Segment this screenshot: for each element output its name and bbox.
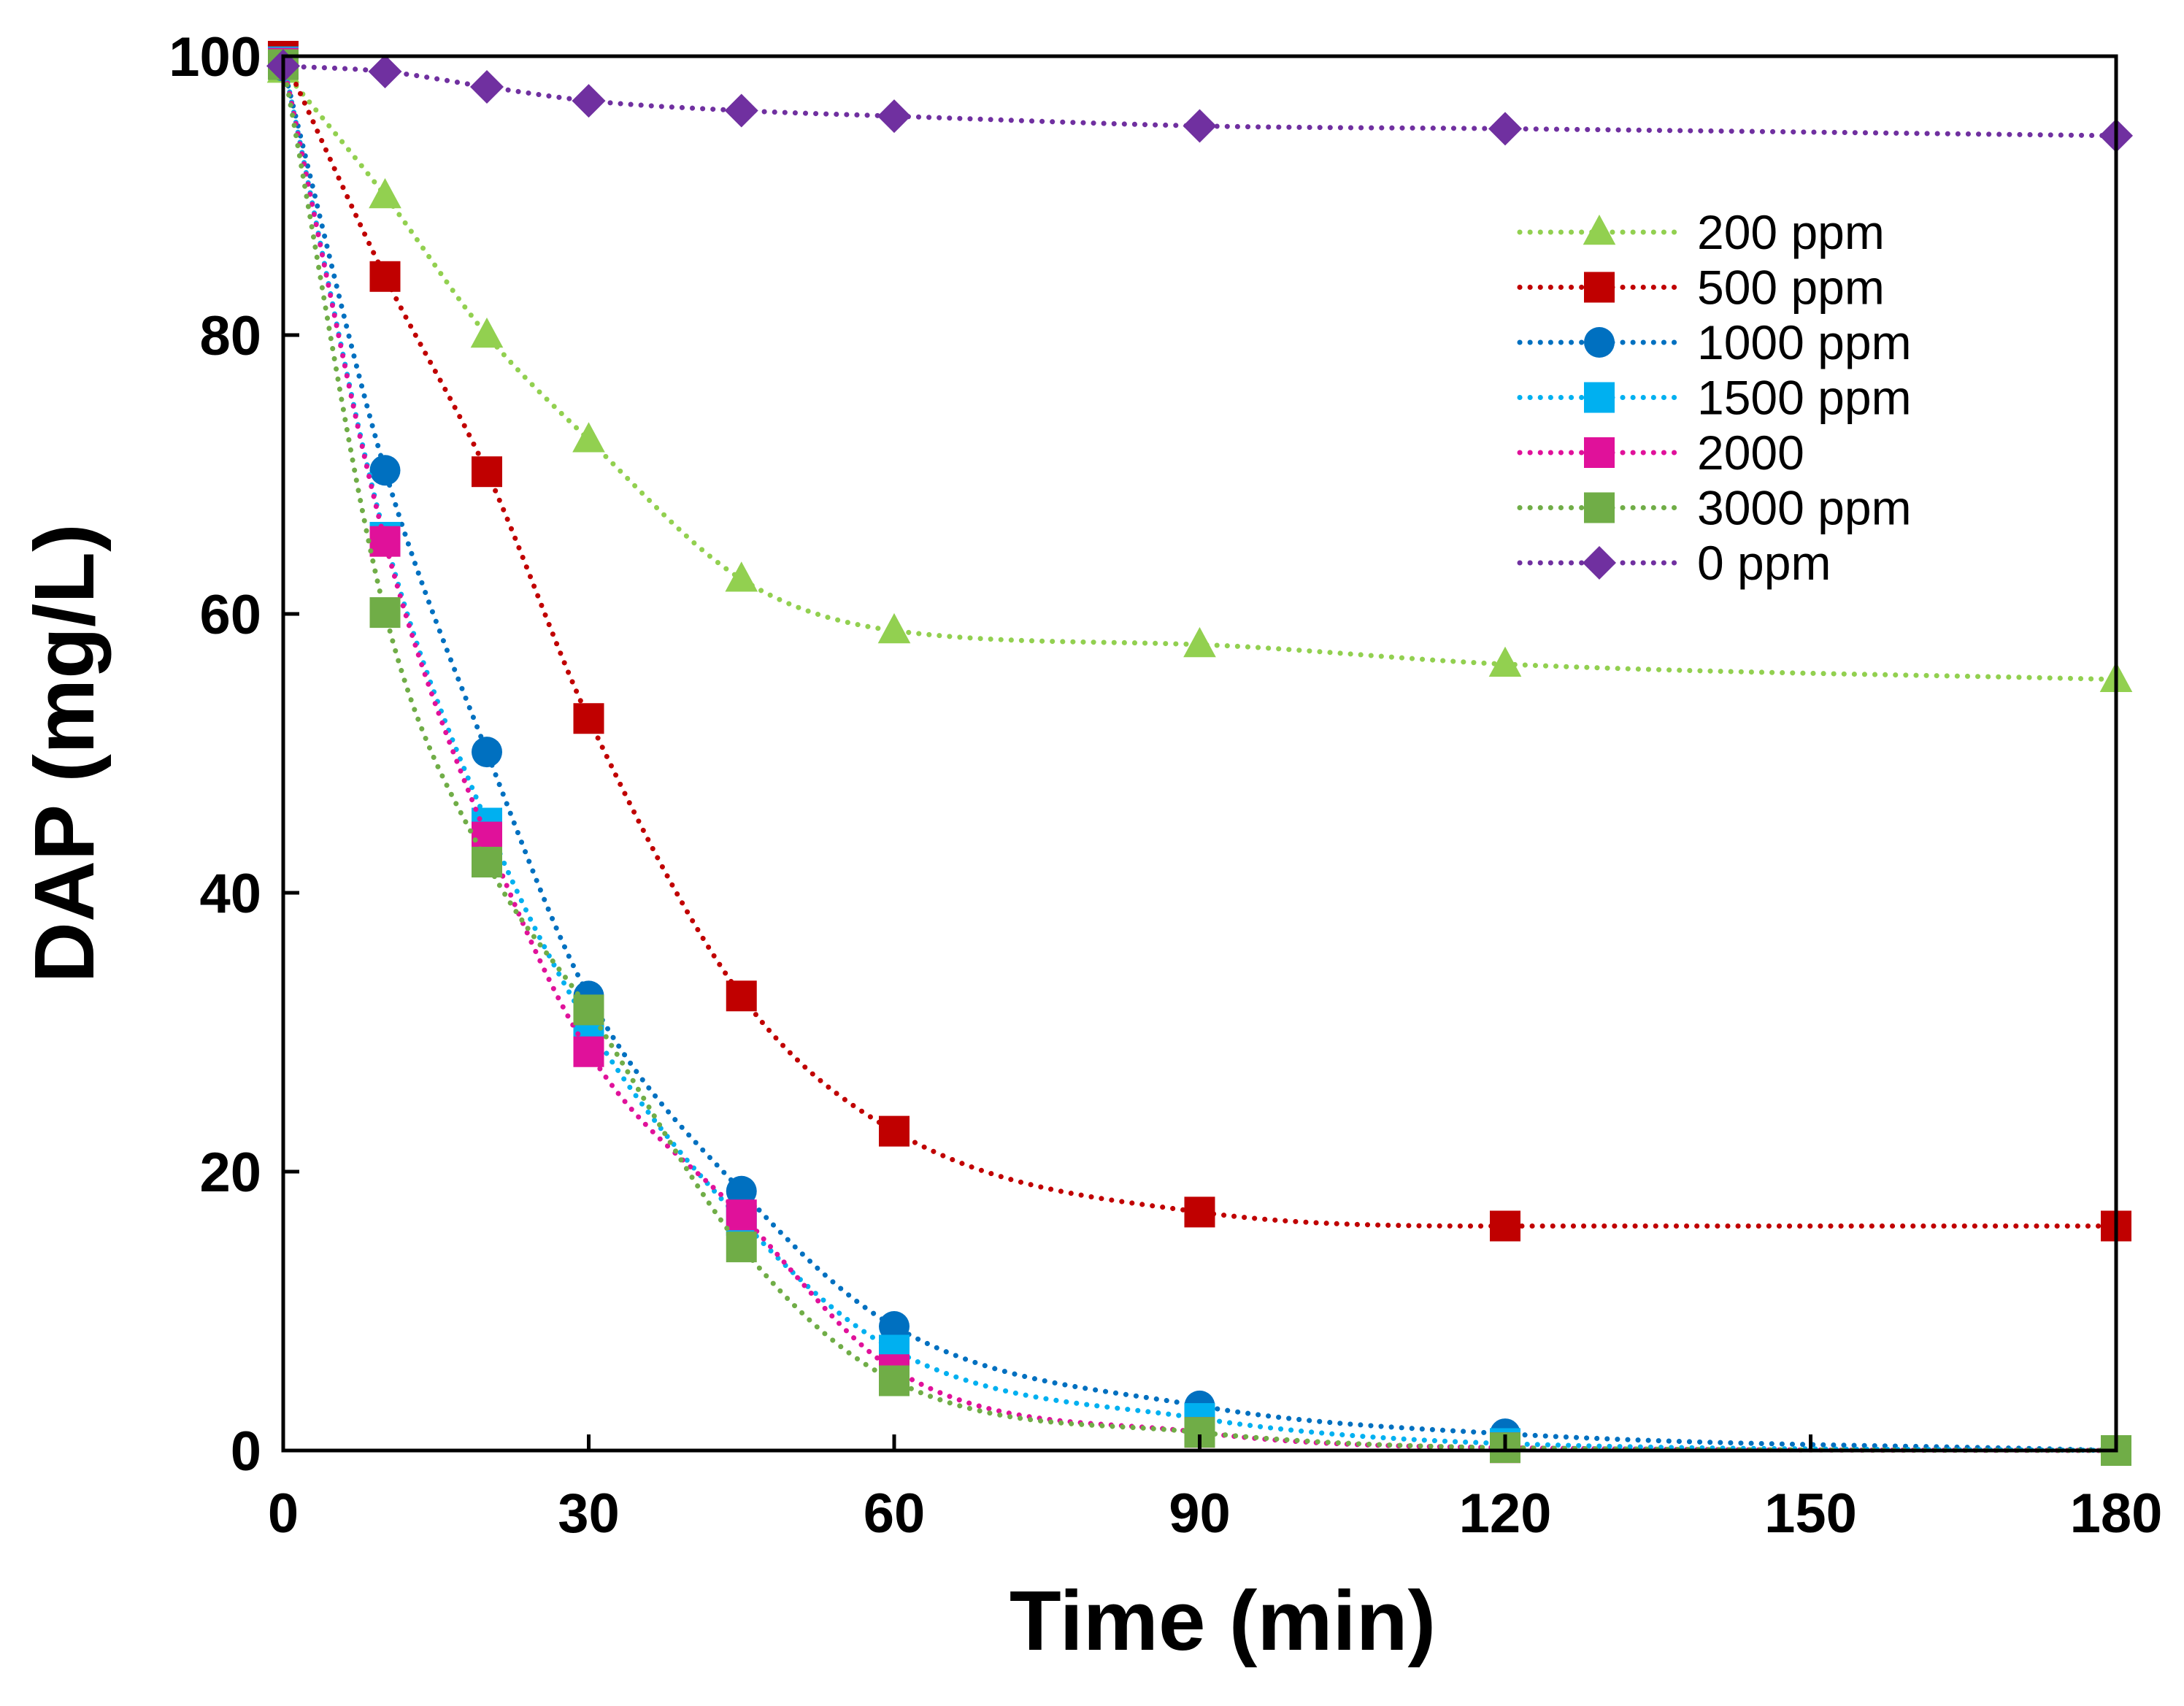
y-tick-label: 80 (199, 305, 261, 367)
y-tick-label: 0 (231, 1421, 261, 1483)
legend-label: 1000 ppm (1697, 315, 1912, 369)
data-point-3000-ppm (472, 846, 502, 877)
data-point-0-ppm (470, 70, 504, 104)
legend-label: 0 ppm (1697, 536, 1831, 590)
data-point-500-ppm (879, 1115, 910, 1147)
legend-marker (1584, 272, 1615, 303)
legend-marker (1584, 327, 1615, 358)
legend-marker (1583, 215, 1616, 245)
data-point-200-ppm (572, 422, 605, 453)
x-tick-label: 30 (558, 1483, 620, 1545)
data-point-1000-ppm (726, 1175, 757, 1207)
data-point-200-ppm (1183, 627, 1216, 658)
legend-label: 500 ppm (1697, 261, 1885, 315)
data-point-0-ppm (368, 55, 402, 89)
data-point-200-ppm (369, 178, 401, 209)
x-tick-label: 120 (1459, 1483, 1552, 1545)
legend-item-1500-ppm: 1500 ppm (1517, 371, 1912, 425)
data-point-500-ppm (1184, 1196, 1215, 1228)
data-point-0-ppm (724, 93, 758, 128)
data-point-200-ppm (1488, 646, 1522, 677)
legend-item-200-ppm: 200 ppm (1517, 205, 1885, 259)
data-point-2000 (573, 1036, 604, 1067)
legend-item-0-ppm: 0 ppm (1517, 536, 1831, 590)
series-line-200-ppm (280, 67, 2119, 683)
data-point-3000-ppm (879, 1365, 910, 1396)
legend-marker (1584, 492, 1615, 523)
data-point-0-ppm (1488, 112, 1522, 146)
series-line-0-ppm (280, 63, 2119, 139)
axes-layer: 0 30 60 90 120 150 180 0 20 40 60 80 100 (169, 26, 2162, 1545)
legend-marker (1584, 437, 1615, 468)
legend-marker (1584, 382, 1615, 413)
data-point-500-ppm (1490, 1210, 1520, 1242)
data-point-500-ppm (369, 261, 401, 292)
x-axis-title: Time (min) (1010, 1573, 1436, 1668)
y-axis-title: DAP (mg/L) (17, 523, 112, 983)
legend-label: 200 ppm (1697, 205, 1885, 259)
data-point-200-ppm (725, 561, 758, 592)
data-point-2000 (369, 526, 401, 557)
data-point-500-ppm (726, 980, 757, 1012)
y-tick-label: 40 (199, 863, 261, 925)
data-point-0-ppm (572, 84, 606, 118)
y-tick-label: 60 (199, 584, 261, 646)
series-line-2000 (280, 61, 2119, 1453)
data-point-200-ppm (470, 318, 504, 348)
data-point-200-ppm (877, 612, 911, 644)
legend-marker (1583, 546, 1616, 580)
data-point-0-ppm (877, 99, 911, 134)
legend-item-2000: 2000 (1517, 426, 1804, 480)
data-point-3000-ppm (573, 994, 604, 1026)
x-tick-label: 60 (864, 1483, 926, 1545)
data-point-500-ppm (573, 703, 604, 734)
legend-label: 2000 (1697, 426, 1804, 480)
series-line-500-ppm (280, 53, 2119, 1229)
data-point-1000-ppm (369, 455, 401, 486)
legend-label: 1500 ppm (1697, 371, 1912, 425)
x-tick-label: 150 (1764, 1483, 1857, 1545)
data-point-3000-ppm (726, 1232, 757, 1263)
data-point-2000 (726, 1199, 757, 1231)
data-point-1000-ppm (472, 737, 502, 768)
legend-item-3000-ppm: 3000 ppm (1517, 481, 1912, 535)
data-point-1000-ppm (879, 1311, 910, 1342)
x-tick-label: 0 (268, 1483, 299, 1545)
data-point-3000-ppm (369, 597, 401, 629)
legend-item-500-ppm: 500 ppm (1517, 261, 1885, 315)
y-tick-label: 20 (199, 1142, 261, 1204)
series-200-ppm (266, 53, 2133, 693)
x-tick-label: 180 (2070, 1483, 2163, 1545)
x-tick-label: 90 (1169, 1483, 1231, 1545)
data-point-0-ppm (1183, 109, 1217, 143)
series-1500-ppm (268, 46, 2131, 1466)
y-tick-label: 100 (169, 26, 261, 88)
data-point-500-ppm (472, 456, 502, 488)
series-0-ppm (266, 49, 2133, 153)
legend-item-1000-ppm: 1000 ppm (1517, 315, 1912, 369)
legend-label: 3000 ppm (1697, 481, 1912, 535)
